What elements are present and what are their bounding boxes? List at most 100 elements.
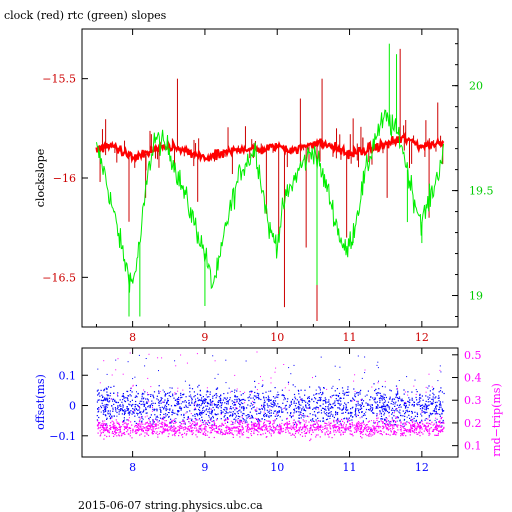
rnd-trip-point bbox=[377, 422, 379, 424]
rnd-trip-point bbox=[175, 421, 177, 423]
offset-outlier bbox=[252, 415, 253, 417]
rnd-trip-point bbox=[401, 425, 403, 427]
offset-point bbox=[336, 388, 338, 390]
rnd-trip-point bbox=[422, 423, 424, 425]
offset-point bbox=[208, 415, 210, 417]
rnd-trip-point bbox=[357, 427, 359, 429]
rnd-trip-point bbox=[118, 434, 120, 436]
offset-point bbox=[274, 387, 276, 389]
rnd-trip-point bbox=[116, 432, 118, 434]
offset-point bbox=[109, 392, 112, 394]
offset-point bbox=[322, 407, 325, 410]
offset-point bbox=[233, 404, 235, 406]
offset-point bbox=[265, 391, 267, 393]
rnd-trip-point bbox=[296, 430, 298, 433]
rnd-trip-point bbox=[293, 428, 295, 430]
rnd-trip-point bbox=[415, 429, 417, 431]
rnd-trip-point bbox=[425, 429, 428, 431]
offset-point bbox=[416, 413, 419, 415]
offset-point bbox=[146, 412, 148, 414]
offset-point bbox=[346, 391, 349, 393]
rnd-trip-point bbox=[181, 423, 183, 425]
offset-point bbox=[218, 400, 220, 402]
rnd-trip-point bbox=[343, 427, 345, 429]
offset-point bbox=[376, 413, 378, 415]
offset-point bbox=[233, 401, 235, 403]
offset-point bbox=[145, 402, 147, 404]
rnd-trip-point bbox=[239, 429, 241, 431]
offset-point bbox=[293, 409, 295, 411]
rnd-trip-point bbox=[262, 426, 264, 428]
offset-point bbox=[403, 393, 405, 395]
offset-point bbox=[323, 387, 325, 389]
rnd-trip-point bbox=[383, 426, 385, 428]
rnd-trip-point bbox=[349, 430, 351, 432]
offset-outlier bbox=[357, 408, 359, 410]
rnd-trip-point bbox=[242, 428, 244, 430]
rnd-trip-point bbox=[418, 424, 420, 426]
offset-point bbox=[144, 391, 146, 393]
offset-point bbox=[107, 400, 109, 402]
offset-point bbox=[396, 410, 398, 412]
offset-point bbox=[127, 408, 129, 410]
offset-point bbox=[277, 403, 279, 405]
offset-point bbox=[112, 410, 114, 412]
rnd-trip-point bbox=[195, 424, 197, 426]
rnd-trip-point bbox=[427, 422, 429, 424]
offset-point bbox=[267, 411, 269, 413]
offset-outlier bbox=[339, 420, 341, 422]
rnd-trip-outlier bbox=[132, 384, 134, 386]
offset-point bbox=[171, 414, 173, 416]
rnd-trip-point bbox=[326, 431, 328, 433]
offset-point bbox=[361, 402, 363, 404]
offset-point bbox=[313, 407, 315, 409]
rnd-trip-point bbox=[164, 424, 167, 426]
rnd-trip-point bbox=[249, 417, 251, 419]
rnd-trip-outlier bbox=[265, 420, 267, 422]
rnd-trip-point bbox=[414, 430, 416, 432]
offset-point bbox=[236, 411, 238, 413]
offset-point bbox=[441, 391, 443, 393]
offset-point bbox=[335, 394, 337, 396]
rnd-trip-point bbox=[243, 431, 245, 433]
offset-point bbox=[427, 408, 429, 410]
rnd-trip-point bbox=[139, 426, 141, 428]
rnd-trip-point bbox=[147, 425, 149, 427]
offset-point bbox=[387, 401, 390, 403]
offset-point bbox=[383, 406, 385, 408]
rnd-trip-point bbox=[419, 430, 421, 432]
rnd-trip-point bbox=[288, 432, 290, 434]
offset-point bbox=[112, 398, 114, 400]
offset-point bbox=[429, 397, 431, 399]
rnd-trip-point bbox=[312, 424, 314, 426]
rnd-trip-point bbox=[202, 433, 204, 435]
offset-point bbox=[167, 398, 169, 400]
offset-outlier bbox=[105, 410, 107, 412]
offset-point bbox=[173, 420, 176, 422]
rnd-trip-outlier bbox=[179, 399, 181, 401]
offset-point bbox=[299, 413, 301, 415]
rnd-trip-point bbox=[421, 431, 423, 434]
rnd-trip-point bbox=[174, 429, 176, 431]
offset-point bbox=[334, 402, 336, 404]
rnd-trip-point bbox=[400, 433, 402, 435]
offset-outlier bbox=[184, 380, 186, 382]
offset-point bbox=[147, 406, 149, 408]
offset-point bbox=[239, 399, 241, 401]
offset-point bbox=[172, 395, 174, 397]
rnd-trip-point bbox=[372, 432, 374, 434]
offset-point bbox=[425, 395, 427, 397]
offset-point bbox=[102, 400, 104, 402]
offset-outlier bbox=[235, 416, 237, 418]
rnd-trip-point bbox=[137, 426, 139, 428]
offset-point bbox=[111, 405, 113, 407]
offset-point bbox=[263, 414, 265, 416]
rnd-trip-point bbox=[319, 428, 321, 430]
rnd-trip-point bbox=[106, 435, 108, 438]
rnd-trip-point bbox=[146, 426, 148, 428]
rnd-trip-point bbox=[437, 434, 439, 436]
rnd-trip-point bbox=[162, 432, 164, 434]
offset-point bbox=[285, 404, 287, 406]
offset-point bbox=[299, 407, 301, 409]
rnd-trip-point bbox=[382, 425, 384, 427]
